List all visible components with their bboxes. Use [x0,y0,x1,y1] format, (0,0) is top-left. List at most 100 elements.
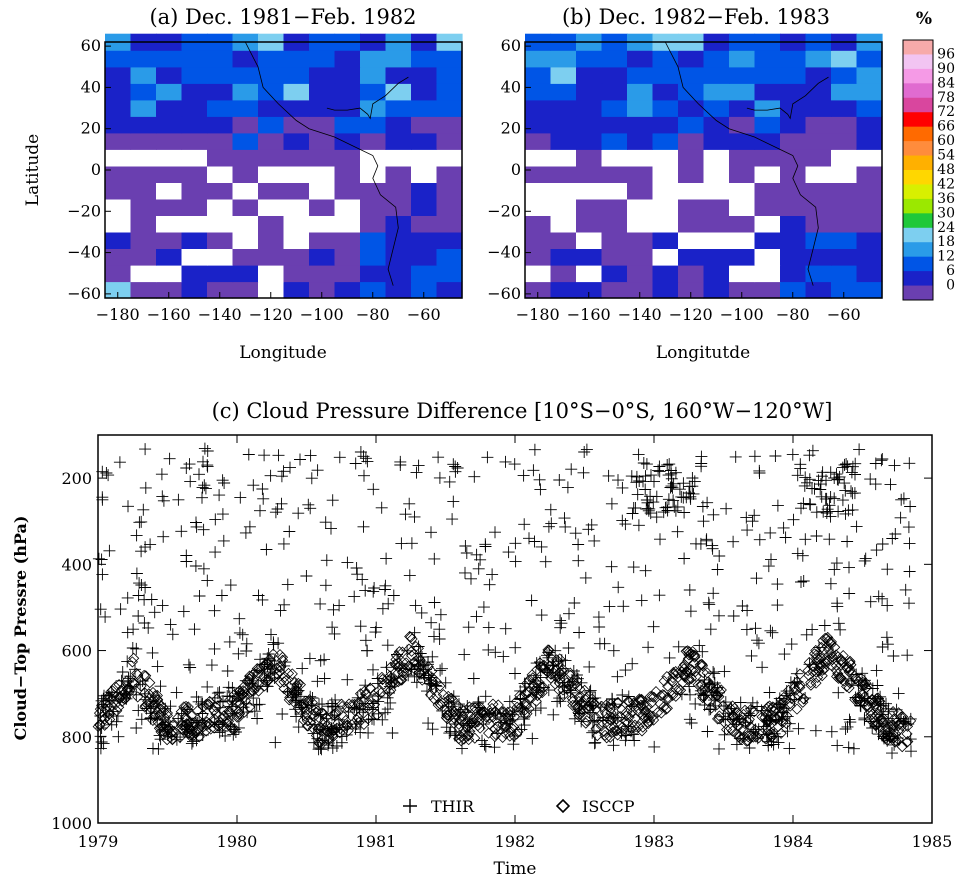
contour-cell [334,265,361,283]
contour-cell [856,50,883,68]
contour-cell [780,182,807,200]
isccp-point [694,659,706,671]
contour-cell [525,231,552,249]
isccp-point [114,692,126,704]
x-tick-label: 1979 [78,832,119,851]
thir-point [408,670,421,683]
panel-c-xlabel: Time [494,859,537,879]
isccp-point [197,701,209,713]
contour-cell [411,99,438,117]
thir-point [356,573,369,586]
y-tick-label: 0 [511,160,521,179]
thir-point [617,600,630,613]
thir-point [122,672,135,685]
colorbar-block [903,141,933,157]
contour-cell [181,99,208,117]
thir-point [828,563,841,576]
thir-point [458,648,471,661]
isccp-point [646,691,658,703]
thir-point [185,737,198,750]
contour-cell [703,215,730,233]
y-tick-label: −60 [67,284,101,303]
contour-cell [130,99,157,117]
colorbar-block [903,83,933,99]
contour-cell [334,198,361,216]
thir-point [275,470,288,483]
isccp-point [696,660,709,672]
thir-point [328,627,341,640]
contour-cell [105,182,132,200]
isccp-point [158,723,170,735]
thir-point [340,728,353,741]
contour-cell [652,231,679,249]
isccp-point [747,731,759,743]
thir-point [678,552,691,565]
contour-cell [856,149,883,167]
isccp-point [504,730,516,742]
contour-cell [436,182,463,200]
isccp-point [830,660,842,672]
thir-point [472,562,485,575]
contour-cell [576,149,603,167]
thir-point [575,715,588,728]
contour-cell [754,281,781,299]
thir-point [163,452,176,465]
contour-cell [334,116,361,134]
thir-point [741,524,754,537]
contour-cell [576,99,603,117]
contour-cell [411,215,438,233]
isccp-point [714,686,726,698]
contour-cell [181,50,208,68]
isccp-point [453,722,465,734]
thir-point [730,718,743,731]
thir-point [607,712,620,725]
isccp-point [161,709,173,721]
thir-point [134,678,147,691]
isccp-point [273,665,285,677]
thir-point [809,724,822,737]
thir-point [410,676,423,689]
isccp-point [516,691,528,703]
thir-point [523,532,535,545]
thir-point [684,492,697,505]
thir-point [688,475,701,488]
contour-cell [258,198,285,216]
thir-point [446,513,459,526]
isccp-point [399,662,411,674]
isccp-point [837,656,849,668]
contour-cell [207,281,234,299]
colorbar-frame [902,39,934,301]
contour-cell [130,165,157,183]
thir-point [240,697,253,710]
thir-point [864,715,877,728]
contour-cell [436,265,463,283]
isccp-point [448,717,460,729]
thir-point [519,680,532,693]
thir-point [607,644,620,657]
contour-cell [283,198,310,216]
isccp-point [490,728,502,741]
contour-cell [729,50,756,68]
thir-point [516,702,529,715]
thir-point [447,458,460,471]
contour-cell [678,265,705,283]
contour-cell [283,231,310,249]
isccp-point [650,686,662,698]
isccp-point [662,691,674,704]
thir-point [818,619,831,632]
isccp-point [271,668,283,680]
thir-point [159,702,172,715]
thir-point [847,742,860,755]
thir-point [497,707,510,720]
contour-cell [652,116,679,134]
isccp-point [835,672,847,684]
thir-point [880,631,893,644]
thir-point [447,690,460,703]
contour-cell [856,83,883,101]
contour-cell [652,66,679,84]
x-tick-label: −140 [198,305,242,324]
thir-point [268,672,281,684]
isccp-point [675,684,687,696]
x-tick-label: −60 [827,305,861,324]
